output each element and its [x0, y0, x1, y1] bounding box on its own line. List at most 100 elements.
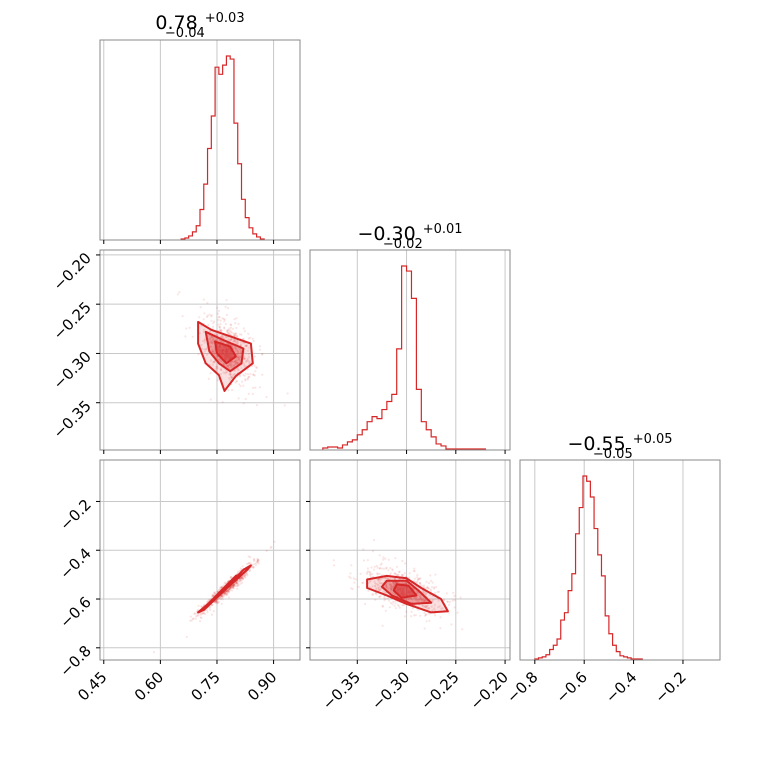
- scatter-point: [152, 651, 156, 654]
- scatter-point: [395, 565, 399, 568]
- scatter-point: [252, 565, 255, 569]
- scatter-point: [273, 540, 276, 543]
- scatter-point: [241, 576, 244, 579]
- scatter-point: [203, 341, 206, 344]
- scatter-point: [234, 359, 237, 362]
- density-contour: [392, 583, 418, 599]
- scatter-point: [211, 338, 215, 341]
- scatter-point: [238, 355, 241, 358]
- scatter-point: [407, 598, 410, 601]
- scatter-point: [350, 564, 353, 567]
- scatter-point: [390, 586, 393, 589]
- scatter-point: [246, 378, 249, 381]
- scatter-point: [425, 604, 428, 608]
- scatter-point: [426, 604, 429, 607]
- scatter-point: [453, 606, 456, 609]
- scatter-point: [190, 619, 193, 622]
- scatter-point: [351, 587, 354, 591]
- scatter-point: [235, 349, 238, 352]
- scatter-point: [422, 591, 425, 594]
- scatter-point: [211, 341, 214, 344]
- scatter-point: [433, 604, 436, 607]
- scatter-point: [227, 588, 230, 591]
- scatter-point: [229, 378, 232, 382]
- scatter-point: [423, 600, 426, 603]
- scatter-point: [378, 567, 381, 570]
- scatter-point: [203, 339, 206, 342]
- scatter-point: [197, 614, 200, 617]
- scatter-point: [390, 583, 393, 586]
- scatter-point: [201, 612, 204, 615]
- scatter-point: [230, 587, 233, 590]
- scatter-point: [207, 323, 210, 327]
- scatter-point: [240, 577, 243, 580]
- scatter-point: [240, 576, 243, 580]
- scatter-point: [227, 329, 230, 332]
- scatter-point: [194, 617, 197, 620]
- scatter-point: [199, 306, 202, 309]
- scatter-point: [227, 589, 230, 592]
- scatter-point: [228, 362, 231, 366]
- scatter-point: [242, 402, 245, 405]
- scatter-point: [230, 376, 233, 379]
- scatter-point: [236, 361, 239, 364]
- scatter-point: [245, 345, 248, 348]
- scatter-point: [385, 567, 388, 570]
- scatter-point: [418, 594, 421, 597]
- scatter-point: [377, 578, 380, 581]
- scatter-point: [212, 595, 215, 598]
- scatter-point: [209, 371, 212, 375]
- scatter-point: [422, 597, 425, 601]
- scatter-point: [242, 574, 245, 577]
- scatter-point: [225, 330, 228, 333]
- scatter-point: [235, 347, 238, 350]
- scatter-point: [192, 617, 195, 620]
- scatter-point: [379, 594, 382, 597]
- scatter-point: [195, 615, 198, 618]
- scatter-point: [393, 582, 396, 585]
- scatter-point: [239, 352, 243, 355]
- scatter-point: [221, 317, 224, 320]
- scatter-point: [218, 329, 221, 332]
- scatter-point: [189, 619, 192, 622]
- scatter-point: [223, 327, 226, 330]
- scatter-point: [229, 331, 232, 334]
- scatter-point: [212, 350, 215, 353]
- scatter-point: [207, 377, 210, 380]
- scatter-point: [403, 572, 406, 575]
- scatter-point: [241, 380, 244, 383]
- scatter-point: [252, 558, 255, 562]
- scatter-point: [450, 623, 453, 626]
- scatter-point: [238, 383, 241, 386]
- scatter-point: [252, 339, 255, 343]
- scatter-point: [423, 599, 426, 602]
- scatter-point: [227, 590, 230, 593]
- scatter-point: [208, 606, 211, 609]
- scatter-point: [261, 373, 264, 376]
- scatter-point: [251, 392, 254, 396]
- scatter-point: [420, 584, 423, 587]
- scatter-point: [196, 614, 199, 617]
- scatter-point: [246, 349, 249, 352]
- scatter-point: [226, 590, 229, 593]
- scatter-point: [415, 600, 419, 603]
- scatter-point: [232, 586, 235, 589]
- scatter-point: [379, 595, 382, 598]
- scatter-point: [235, 340, 238, 343]
- histogram-step-line: [180, 55, 265, 240]
- scatter-point: [446, 600, 449, 604]
- scatter-point: [232, 583, 235, 586]
- scatter-point: [240, 576, 244, 579]
- scatter-point: [230, 575, 233, 579]
- scatter-point: [404, 615, 407, 618]
- scatter-point: [244, 360, 247, 363]
- scatter-point: [236, 582, 239, 585]
- scatter-point: [226, 331, 229, 334]
- scatter-point: [461, 628, 464, 631]
- scatter-point: [235, 380, 239, 383]
- scatter-point: [373, 565, 376, 568]
- scatter-point: [232, 340, 235, 343]
- scatter-point: [228, 327, 231, 330]
- scatter-point: [237, 322, 240, 325]
